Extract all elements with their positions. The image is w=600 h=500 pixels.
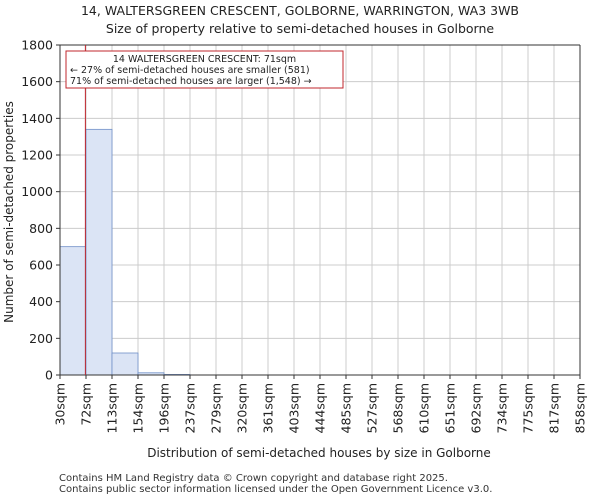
annotation-line-1: 14 WALTERSGREEN CRESCENT: 71sqm: [113, 54, 296, 65]
y-tick-label: 1000: [21, 184, 53, 199]
x-tick-label: 154sqm: [131, 383, 146, 433]
x-axis-label: Distribution of semi-detached houses by …: [147, 446, 491, 460]
y-tick-label: 600: [29, 258, 53, 273]
annotation-line-2: ← 27% of semi-detached houses are smalle…: [70, 65, 310, 76]
chart-title: 14, WALTERSGREEN CRESCENT, GOLBORNE, WAR…: [80, 3, 520, 18]
x-tick-label: 196sqm: [157, 383, 172, 433]
x-tick-label: 361sqm: [261, 383, 276, 433]
x-tick-label: 320sqm: [235, 383, 250, 433]
footer-licence: Contains public sector information licen…: [59, 484, 493, 495]
x-tick-label: 610sqm: [417, 383, 432, 433]
annotation-line-3: 71% of semi-detached houses are larger (…: [70, 76, 312, 87]
x-tick-label: 527sqm: [365, 383, 380, 433]
x-tick-label: 72sqm: [79, 383, 94, 426]
x-tick-label: 568sqm: [391, 383, 406, 433]
y-tick-label: 200: [29, 331, 53, 346]
y-tick-label: 0: [45, 368, 53, 383]
x-tick-label: 485sqm: [339, 383, 354, 433]
x-tick-label: 858sqm: [573, 383, 588, 433]
chart-subtitle: Size of property relative to semi-detach…: [105, 21, 495, 36]
y-tick-label: 1400: [21, 111, 53, 126]
x-tick-label: 403sqm: [287, 383, 302, 433]
footer-copyright: Contains HM Land Registry data © Crown c…: [59, 473, 448, 484]
y-axis-label: Number of semi-detached properties: [2, 101, 16, 323]
x-tick-label: 113sqm: [105, 383, 120, 433]
histogram-bar: [111, 352, 139, 376]
x-tick-label: 279sqm: [209, 383, 224, 433]
y-tick-label: 400: [29, 294, 53, 309]
x-tick-label: 444sqm: [313, 383, 328, 433]
y-tick-label: 1200: [21, 148, 53, 163]
x-tick-label: 692sqm: [469, 383, 484, 433]
histogram-bar: [59, 246, 87, 376]
x-tick-label: 734sqm: [495, 383, 510, 433]
y-tick-label: 800: [29, 221, 53, 236]
x-tick-label: 30sqm: [53, 383, 68, 426]
x-tick-label: 237sqm: [183, 383, 198, 433]
y-tick-label: 1800: [21, 38, 53, 53]
x-tick-label: 775sqm: [521, 383, 536, 433]
annotation-box: [65, 50, 344, 89]
x-tick-label: 651sqm: [443, 383, 458, 433]
y-tick-label: 1600: [21, 74, 53, 89]
x-tick-label: 817sqm: [547, 383, 562, 433]
histogram-bar: [85, 128, 113, 376]
